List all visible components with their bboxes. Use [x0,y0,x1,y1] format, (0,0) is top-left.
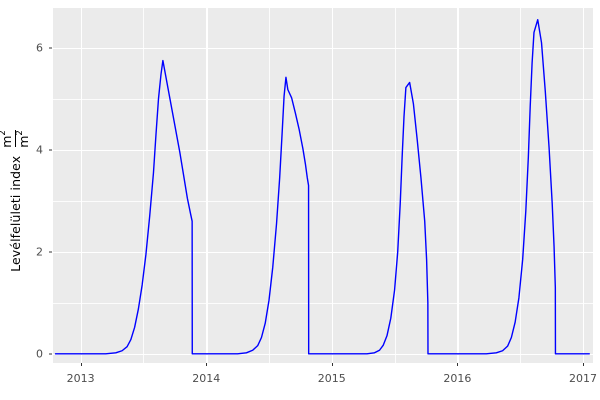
gridline-major-horizontal [53,47,593,50]
y-axis-title: Levélfelületi index m2 m2 [0,0,31,400]
y-axis-units-numerator-exponent: 2 [0,130,8,135]
gridline-minor-vertical [143,8,145,363]
x-tick-mark [80,363,82,366]
x-tick-mark [582,363,584,366]
gridline-major-vertical [331,8,334,363]
gridline-minor-vertical [269,8,270,363]
y-tick-mark [49,353,52,355]
x-tick-label: 2015 [317,372,346,385]
x-tick-mark [331,363,333,366]
gridline-major-vertical [582,8,585,363]
gridline-minor-vertical [394,8,396,363]
gridline-major-horizontal [53,149,593,152]
x-tick-label: 2016 [443,372,472,385]
y-tick-label: 4 [36,143,43,157]
gridline-major-vertical [80,8,82,363]
gridline-minor-horizontal [53,98,593,100]
x-tick-label: 2014 [192,372,221,385]
y-tick-mark [49,149,52,151]
gridline-major-horizontal [53,251,593,254]
y-tick-mark [49,47,52,49]
gridline-minor-horizontal [53,302,593,304]
y-axis-units-numerator-base: m [0,135,15,148]
x-tick-mark [457,363,459,366]
x-tick-label: 2017 [568,372,597,385]
gridline-minor-vertical [520,8,521,363]
gridline-major-vertical [457,8,459,363]
y-axis-units-denominator-exponent: 2 [14,130,25,136]
y-tick-mark [49,251,52,253]
fraction-bar [14,130,16,148]
x-tick-label: 2013 [66,372,95,385]
plot-panel [53,8,593,363]
x-tick-mark [206,363,208,366]
gridline-minor-horizontal [53,200,593,202]
y-tick-label: 2 [36,245,43,259]
gridline-major-vertical [206,8,208,363]
y-axis-units-numerator: m2 [0,128,15,150]
series-line-levelfeluleti-index [54,19,590,355]
y-tick-label: 6 [36,41,43,55]
y-tick-label: 0 [36,347,43,361]
series-line-layer [54,19,590,355]
